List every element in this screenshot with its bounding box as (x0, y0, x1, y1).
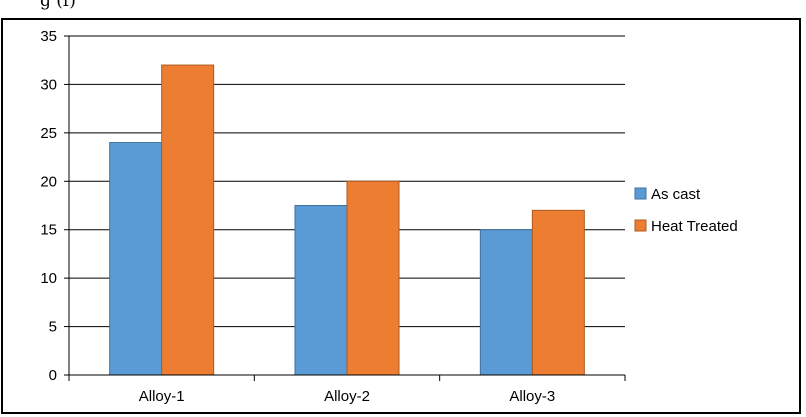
bar-chart: 0 5 10 15 20 25 30 35 Alloy-1 Alloy-2 Alloy-3 As … (40, 28, 738, 405)
axes (68, 36, 626, 381)
y-tick-label: 25 (40, 125, 57, 142)
y-tick-label: 0 (49, 367, 57, 384)
bars (109, 64, 585, 376)
bar-alloy-1-heat-treated (161, 64, 215, 376)
y-tick-label: 15 (40, 222, 57, 239)
bar-alloy-3-heat-treated (531, 209, 585, 376)
bar-alloy-3-as-cast (479, 229, 533, 376)
x-tick-label: Alloy-1 (139, 388, 185, 405)
legend: As cast Heat Treated (634, 186, 738, 235)
chart-frame: 0 5 10 15 20 25 30 35 Alloy-1 Alloy-2 Alloy-3 As … (1, 18, 801, 414)
legend-swatch (634, 219, 647, 232)
y-tick-labels: 0 5 10 15 20 25 30 35 (40, 28, 57, 384)
y-tick-label: 35 (40, 28, 57, 45)
caption-text: g (f) (40, 0, 76, 11)
y-tick-label: 5 (49, 319, 57, 336)
x-tick-labels: Alloy-1 Alloy-2 Alloy-3 (139, 388, 556, 405)
y-tick-label: 20 (40, 173, 57, 190)
bar-alloy-1-as-cast (109, 142, 163, 376)
y-tick-label: 30 (40, 76, 57, 93)
x-tick-label: Alloy-3 (509, 388, 555, 405)
legend-label: As cast (651, 186, 701, 203)
figure-caption-fragment: g (f) (0, 0, 806, 22)
legend-swatch (634, 187, 647, 200)
legend-label: Heat Treated (651, 218, 738, 235)
bar-alloy-2-heat-treated (346, 180, 400, 376)
y-tick-label: 10 (40, 270, 57, 287)
x-tick-label: Alloy-2 (324, 388, 370, 405)
bar-alloy-2-as-cast (294, 205, 348, 376)
